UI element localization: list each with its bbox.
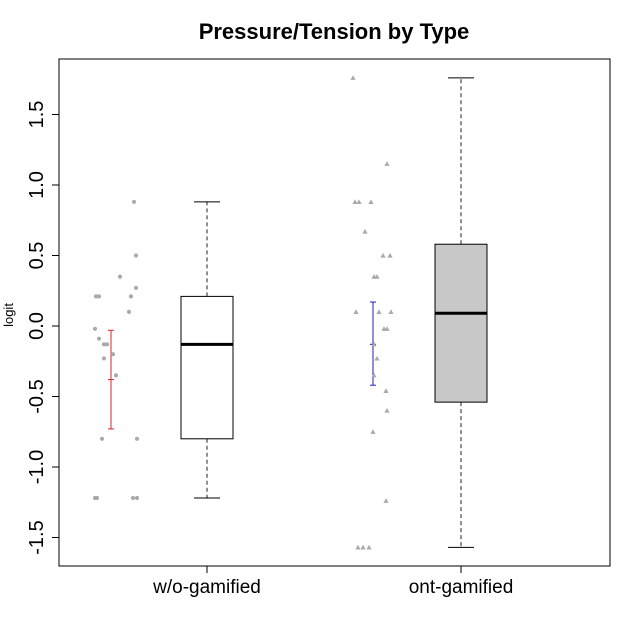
y-tick-label: -1.0 xyxy=(26,450,48,484)
data-point xyxy=(113,373,119,378)
y-tick-label: 0.5 xyxy=(26,242,48,270)
data-point xyxy=(374,274,380,279)
data-points-ont-gamified xyxy=(350,75,394,550)
data-point xyxy=(117,274,123,279)
data-point xyxy=(376,309,382,314)
data-point xyxy=(96,294,102,299)
boxplot-wo-gamified xyxy=(180,201,234,499)
y-tick-label: -1.5 xyxy=(26,520,48,554)
data-point xyxy=(374,355,380,361)
data-point xyxy=(356,199,362,204)
data-point xyxy=(353,309,359,314)
data-point xyxy=(387,252,393,258)
data-point xyxy=(126,309,132,314)
data-point xyxy=(352,199,358,204)
data-point xyxy=(133,253,139,258)
x-axis: w/o-gamified ont-gamified xyxy=(152,566,513,598)
data-point xyxy=(110,352,116,357)
data-point xyxy=(350,75,356,80)
chart-title: Pressure/Tension by Type xyxy=(199,19,470,44)
data-point xyxy=(101,342,107,347)
data-point xyxy=(384,326,390,331)
data-point xyxy=(128,294,134,299)
y-tick-label: 0.0 xyxy=(26,312,48,340)
data-point xyxy=(96,336,102,341)
data-point xyxy=(101,356,107,361)
data-point xyxy=(388,309,394,314)
data-point xyxy=(370,429,376,434)
mean-ci-wo-gamified xyxy=(108,329,114,430)
data-point xyxy=(355,544,361,550)
data-point xyxy=(371,341,377,347)
x-tick-label: w/o-gamified xyxy=(152,577,261,598)
data-point xyxy=(383,388,389,393)
data-point xyxy=(104,342,110,347)
data-point xyxy=(134,436,140,441)
data-point xyxy=(99,436,105,441)
y-axis-label: logit xyxy=(1,303,16,327)
data-point xyxy=(94,495,100,501)
data-point xyxy=(92,326,98,331)
data-point xyxy=(93,294,99,299)
plot-marks xyxy=(92,75,488,550)
data-point xyxy=(366,544,372,550)
data-point xyxy=(380,252,386,258)
y-tick-label: 1.5 xyxy=(26,101,48,129)
y-axis: -1.5 -1.0 -0.5 0.0 0.5 1.0 1.5 xyxy=(26,101,60,555)
data-point xyxy=(384,161,390,166)
y-tick-label: 1.0 xyxy=(26,171,48,199)
data-point xyxy=(371,372,377,378)
y-tick-label: -0.5 xyxy=(26,379,48,413)
data-point xyxy=(134,495,140,501)
boxplot-ont-gamified xyxy=(434,77,488,548)
plot-frame xyxy=(58,58,611,567)
data-point xyxy=(368,199,374,204)
data-point xyxy=(131,199,137,205)
x-tick-label: ont-gamified xyxy=(409,577,514,598)
data-point xyxy=(360,544,366,550)
data-point xyxy=(384,408,390,413)
box-iqr xyxy=(434,243,488,403)
data-point xyxy=(133,285,139,291)
data-points-wo-gamified xyxy=(92,199,140,501)
box-iqr xyxy=(180,295,234,440)
data-point xyxy=(130,495,136,501)
data-point xyxy=(362,228,368,234)
data-point xyxy=(383,498,389,503)
